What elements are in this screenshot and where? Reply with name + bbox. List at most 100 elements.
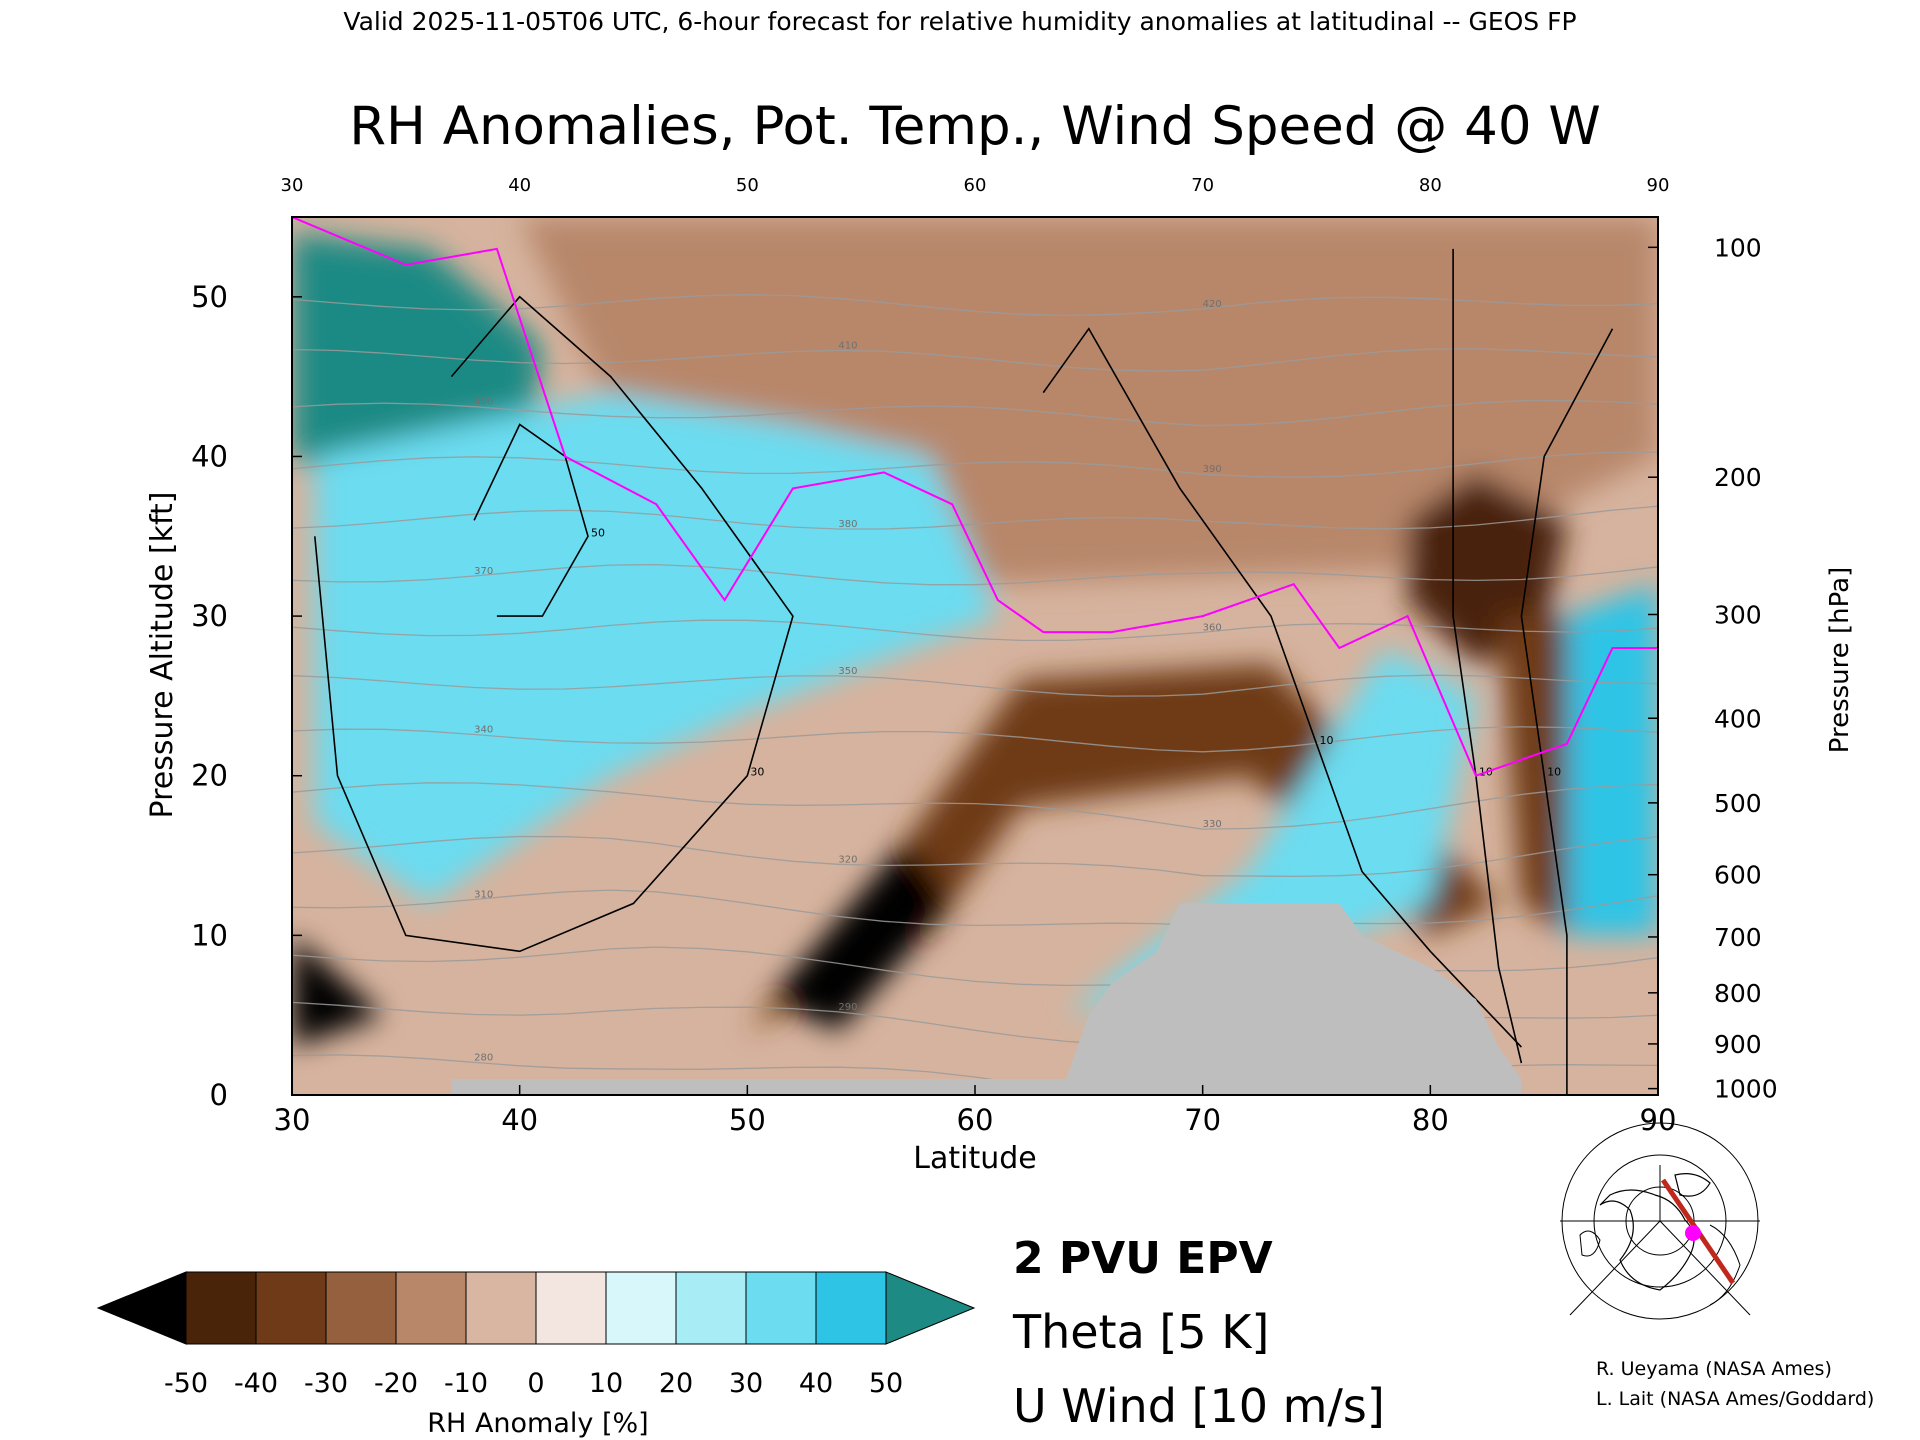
colorbar-bin <box>745 1271 817 1345</box>
y-axis-right-label: Pressure [hPa] <box>1825 567 1855 754</box>
colorbar: -50 -40 -30 -20 -10 0 10 20 30 40 50 <box>96 1271 976 1399</box>
theta-label: 310 <box>474 889 493 900</box>
theta-label: 380 <box>838 519 857 530</box>
y-tick-label: 30 <box>191 599 228 633</box>
theta-label: 370 <box>474 566 493 577</box>
x-axis: 30 40 50 60 70 80 90 <box>274 1085 1676 1137</box>
colorbar-tick-label: -10 <box>444 1368 488 1399</box>
theta-label: 330 <box>1203 819 1222 830</box>
colorbar-tick-label: -30 <box>304 1368 348 1399</box>
legend-theta: Theta [5 K] <box>1012 1305 1269 1359</box>
legend-uwind: U Wind [10 m/s] <box>1013 1379 1385 1433</box>
colorbar-high-arrow <box>885 1271 976 1345</box>
theta-label: 390 <box>1203 464 1222 475</box>
legend: 2 PVU EPV Theta [5 K] U Wind [10 m/s] <box>1012 1233 1385 1433</box>
y-axis-left: 0 10 20 30 40 50 <box>191 280 302 1112</box>
legend-pvu: 2 PVU EPV <box>1013 1233 1273 1284</box>
theta-line-320 <box>292 835 1658 878</box>
x-top-tick-label: 30 <box>281 175 304 196</box>
u-wind-contour-0 <box>1042 327 1522 1048</box>
theta-line-380 <box>292 505 1658 530</box>
header-text: Valid 2025-11-05T06 UTC, 6-hour forecast… <box>343 7 1576 36</box>
theta-line-370 <box>292 563 1658 586</box>
theta-line-350 <box>292 674 1658 697</box>
theta-line-330 <box>292 782 1658 830</box>
theta-line-360 <box>292 619 1658 642</box>
colorbar-bin <box>465 1271 537 1345</box>
terrain-group <box>451 903 1522 1095</box>
colorbar-tick-label: 20 <box>659 1368 693 1399</box>
pressure-tick-label: 700 <box>1714 923 1762 952</box>
credit-line-1: R. Ueyama (NASA Ames) <box>1596 1358 1832 1380</box>
x-top-tick-label: 70 <box>1191 175 1214 196</box>
colorbar-tick-label: 40 <box>799 1368 833 1399</box>
theta-label: 350 <box>838 666 857 677</box>
theta-label: 340 <box>474 724 493 735</box>
x-tick-label: 50 <box>729 1103 766 1137</box>
colorbar-tick-label: 30 <box>729 1368 763 1399</box>
x-tick-label: 40 <box>501 1103 538 1137</box>
y-axis-left-label: Pressure Altitude [kft] <box>145 492 180 819</box>
pressure-tick-label: 1000 <box>1714 1075 1778 1104</box>
colorbar-bin <box>395 1271 467 1345</box>
y-tick-label: 20 <box>191 759 228 793</box>
anomaly-region-3 <box>314 392 998 904</box>
colorbar-tick-label: 0 <box>527 1368 544 1399</box>
colorbar-bin <box>255 1271 327 1345</box>
theta-line-340 <box>292 726 1658 753</box>
colorbar-tick-label: -50 <box>164 1368 208 1399</box>
colorbar-bin <box>675 1271 747 1345</box>
x-tick-label: 80 <box>1412 1103 1449 1137</box>
chart-title: RH Anomalies, Pot. Temp., Wind Speed @ 4… <box>349 96 1601 157</box>
pressure-tick-label: 800 <box>1714 979 1762 1008</box>
x-top-tick-label: 40 <box>508 175 531 196</box>
terrain <box>451 903 1522 1095</box>
pressure-tick-label: 100 <box>1714 233 1762 262</box>
theta-label: 420 <box>1203 299 1222 310</box>
anomaly-region-0 <box>292 217 1658 585</box>
colorbar-bin <box>535 1271 607 1345</box>
theta-label: 280 <box>474 1052 493 1063</box>
x-top-tick-label: 90 <box>1647 175 1670 196</box>
u-wind-contour-3 <box>1452 248 1523 1064</box>
colorbar-tick-label: 10 <box>589 1368 623 1399</box>
u-wind-contour-4 <box>1520 328 1614 1095</box>
colorbar-low-arrow <box>96 1271 187 1345</box>
anomaly-region-5 <box>770 839 953 1032</box>
u-wind-label: 10 <box>1547 766 1561 779</box>
colorbar-bin <box>325 1271 397 1345</box>
credit-line-2: L. Lait (NASA Ames/Goddard) <box>1596 1388 1874 1410</box>
y-tick-label: 0 <box>210 1078 228 1112</box>
u-wind-label: 10 <box>1320 734 1334 747</box>
colorbar-bin <box>815 1271 887 1345</box>
colorbar-bin <box>605 1271 677 1345</box>
theta-label: 400 <box>474 397 493 408</box>
y-tick-label: 50 <box>191 280 228 314</box>
pressure-tick-label: 500 <box>1714 789 1762 818</box>
colorbar-tick-label: -40 <box>234 1368 278 1399</box>
pressure-tick-label: 600 <box>1714 861 1762 890</box>
pressure-tick-label: 200 <box>1714 463 1762 492</box>
theta-line-400 <box>292 399 1658 427</box>
pressure-tick-label: 300 <box>1714 600 1762 629</box>
pressure-tick-label: 900 <box>1714 1030 1762 1059</box>
u-wind-contour-1 <box>314 295 794 953</box>
y-tick-label: 10 <box>191 918 228 952</box>
polar-map-icon <box>1560 1122 1760 1320</box>
anomaly-region-7 <box>1498 616 1567 936</box>
anomaly-region-4 <box>747 664 1499 1032</box>
pvu-line <box>292 217 1658 777</box>
anomaly-region-8 <box>1566 584 1658 936</box>
x-tick-label: 70 <box>1184 1103 1221 1137</box>
y-axis-right: 100 200 300 400 500 600 700 800 900 1000 <box>1648 233 1778 1104</box>
theta-line-390 <box>292 451 1658 478</box>
pressure-tick-label: 400 <box>1714 704 1762 733</box>
plot-area: 2802903003103203303403503603703803904004… <box>291 216 1659 1096</box>
x-axis-top: 30 40 50 60 70 80 90 <box>281 175 1670 196</box>
theta-label: 410 <box>838 340 857 351</box>
theta-label: 290 <box>838 1002 857 1013</box>
x-axis-label: Latitude <box>913 1141 1036 1176</box>
x-tick-label: 60 <box>957 1103 994 1137</box>
